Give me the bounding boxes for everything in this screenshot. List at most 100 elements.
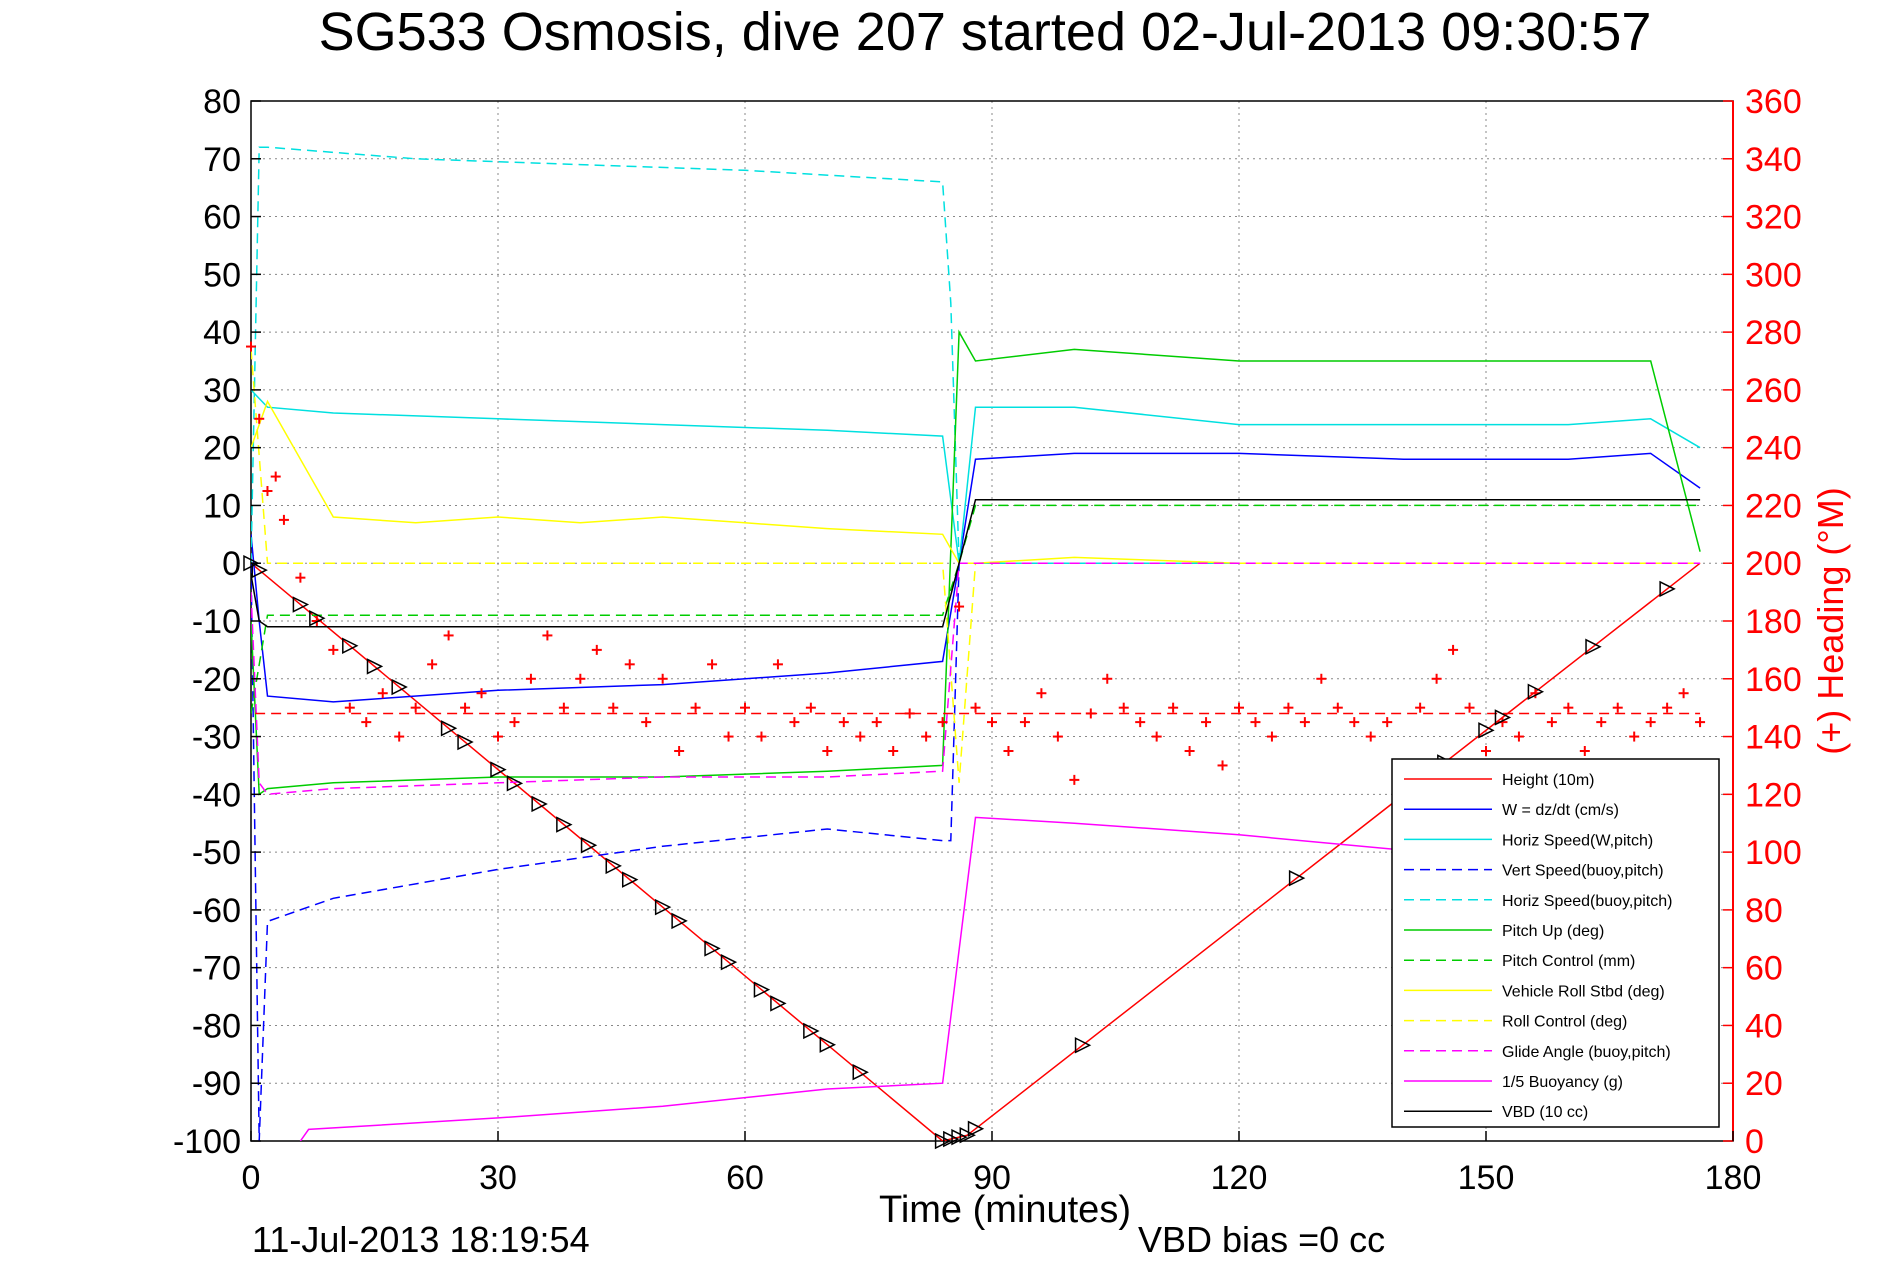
- heading-point: [1365, 731, 1376, 742]
- heading-point: [1645, 717, 1656, 728]
- y-tick-label: -70: [192, 950, 241, 988]
- heading-point: [575, 673, 586, 684]
- y-tick-label: 70: [203, 141, 241, 179]
- heading-point: [1481, 746, 1491, 756]
- heading-point: [460, 702, 471, 713]
- heading-point: [1266, 731, 1277, 742]
- height-marker: [605, 857, 622, 875]
- heading-point: [1036, 688, 1047, 699]
- legend-label-11: 1/5 Buoyancy (g): [1502, 1074, 1623, 1091]
- legend-label-1: Height (10m): [1502, 772, 1594, 789]
- heading-point: [1464, 702, 1475, 713]
- heading-point: [1448, 644, 1459, 655]
- y-right-tick-label: 220: [1745, 487, 1802, 525]
- heading-point: [1234, 702, 1244, 713]
- y-right-tick-label: 200: [1745, 545, 1802, 583]
- y-right-tick-label: 20: [1745, 1065, 1783, 1103]
- heading-point: [937, 717, 948, 728]
- legend: Height (10m) W = dz/dt (cm/s) Horiz Speed(…: [1391, 758, 1720, 1128]
- heading-point: [805, 702, 816, 713]
- height-marker: [391, 678, 408, 696]
- heading-point: [1184, 746, 1195, 756]
- x-tick-label: 90: [973, 1159, 1011, 1197]
- heading-point: [1563, 702, 1574, 713]
- x-tick-label: 150: [1458, 1159, 1515, 1197]
- height-marker: [770, 995, 787, 1012]
- heading-point: [1662, 702, 1673, 713]
- heading-point: [1596, 717, 1607, 728]
- heading-point: [246, 341, 256, 352]
- y-right-tick-label: 80: [1745, 892, 1783, 930]
- chart-title: SG533 Osmosis, dive 207 started 02-Jul-2…: [319, 2, 1652, 62]
- height-marker: [852, 1064, 869, 1081]
- heading-point: [410, 702, 421, 713]
- heading-point: [707, 659, 718, 670]
- heading-point: [1678, 688, 1689, 699]
- y-right-tick-label: 40: [1745, 1007, 1783, 1045]
- legend-label-8: Vehicle Roll Stbd (deg): [1502, 983, 1665, 1000]
- heading-point: [254, 413, 265, 424]
- x-tick-label: 120: [1211, 1159, 1268, 1197]
- height-marker: [671, 912, 688, 930]
- series-line-7: [251, 504, 1701, 714]
- y-right-tick-label: 0: [1745, 1123, 1764, 1161]
- y-right-tick-label: 360: [1745, 83, 1802, 121]
- height-marker: [440, 720, 458, 737]
- height-marker: [490, 761, 507, 778]
- heading-point: [377, 688, 388, 699]
- legend-box: [1391, 758, 1720, 1128]
- x-ticks: 0 30 60 90 120 150 180: [242, 1131, 1761, 1197]
- heading-point: [674, 746, 685, 756]
- heading-point: [1019, 717, 1030, 728]
- height-marker: [1527, 683, 1545, 700]
- height-marker: [309, 610, 326, 627]
- height-marker: [654, 898, 672, 916]
- y-ticks-left: 80 70 60 50 40 30 20 10 0 -10 -20 -30 -40 -50 -60 -70 -8…: [173, 83, 261, 1161]
- heading-point: [1151, 731, 1162, 742]
- legend-label-10: Glide Angle (buoy,pitch): [1502, 1044, 1671, 1061]
- height-marker: [1288, 869, 1306, 887]
- y-right-tick-label: 140: [1745, 719, 1802, 757]
- height-marker: [556, 816, 573, 833]
- y-tick-label: 80: [203, 83, 241, 121]
- legend-label-7: Pitch Control (mm): [1502, 953, 1635, 970]
- legend-label-6: Pitch Up (deg): [1502, 923, 1604, 940]
- y-tick-label: 50: [203, 256, 241, 294]
- heading-point: [822, 746, 833, 756]
- height-marker: [959, 1127, 976, 1144]
- heading-point: [1085, 708, 1096, 719]
- heading-point: [904, 708, 915, 719]
- legend-label-3: Horiz Speed(W,pitch): [1502, 832, 1653, 849]
- height-marker: [1585, 638, 1602, 655]
- heading-point: [624, 659, 635, 670]
- heading-point: [295, 572, 306, 583]
- heading-point: [1250, 717, 1261, 728]
- heading-point: [542, 630, 553, 641]
- height-marker: [967, 1120, 985, 1138]
- x-tick-label: 0: [242, 1159, 261, 1197]
- y-tick-label: -40: [192, 776, 241, 814]
- y-axis-right-label: (+) Heading (°M): [1810, 487, 1851, 754]
- y-right-tick-label: 340: [1745, 141, 1802, 179]
- height-marker: [342, 637, 359, 654]
- height-marker: [506, 775, 524, 792]
- y-ticks-right: 3603403203002802602402202001801601401201…: [1723, 83, 1802, 1161]
- height-marker: [251, 561, 268, 579]
- y-tick-label: -50: [192, 834, 241, 872]
- y-right-tick-label: 60: [1745, 950, 1783, 988]
- heading-point: [987, 717, 997, 728]
- heading-point: [278, 514, 289, 525]
- heading-point: [756, 731, 767, 742]
- heading-point: [509, 717, 520, 728]
- y-tick-label: -20: [192, 661, 241, 699]
- y-tick-label: -100: [173, 1123, 241, 1161]
- legend-label-4: Vert Speed(buoy,pitch): [1502, 863, 1664, 880]
- height-marker: [531, 795, 548, 813]
- height-marker: [720, 953, 738, 971]
- x-tick-label: 30: [479, 1159, 517, 1197]
- y-tick-label: 0: [222, 545, 241, 583]
- heading-point: [1168, 702, 1179, 713]
- heading-point: [871, 717, 882, 728]
- height-marker: [934, 1132, 952, 1150]
